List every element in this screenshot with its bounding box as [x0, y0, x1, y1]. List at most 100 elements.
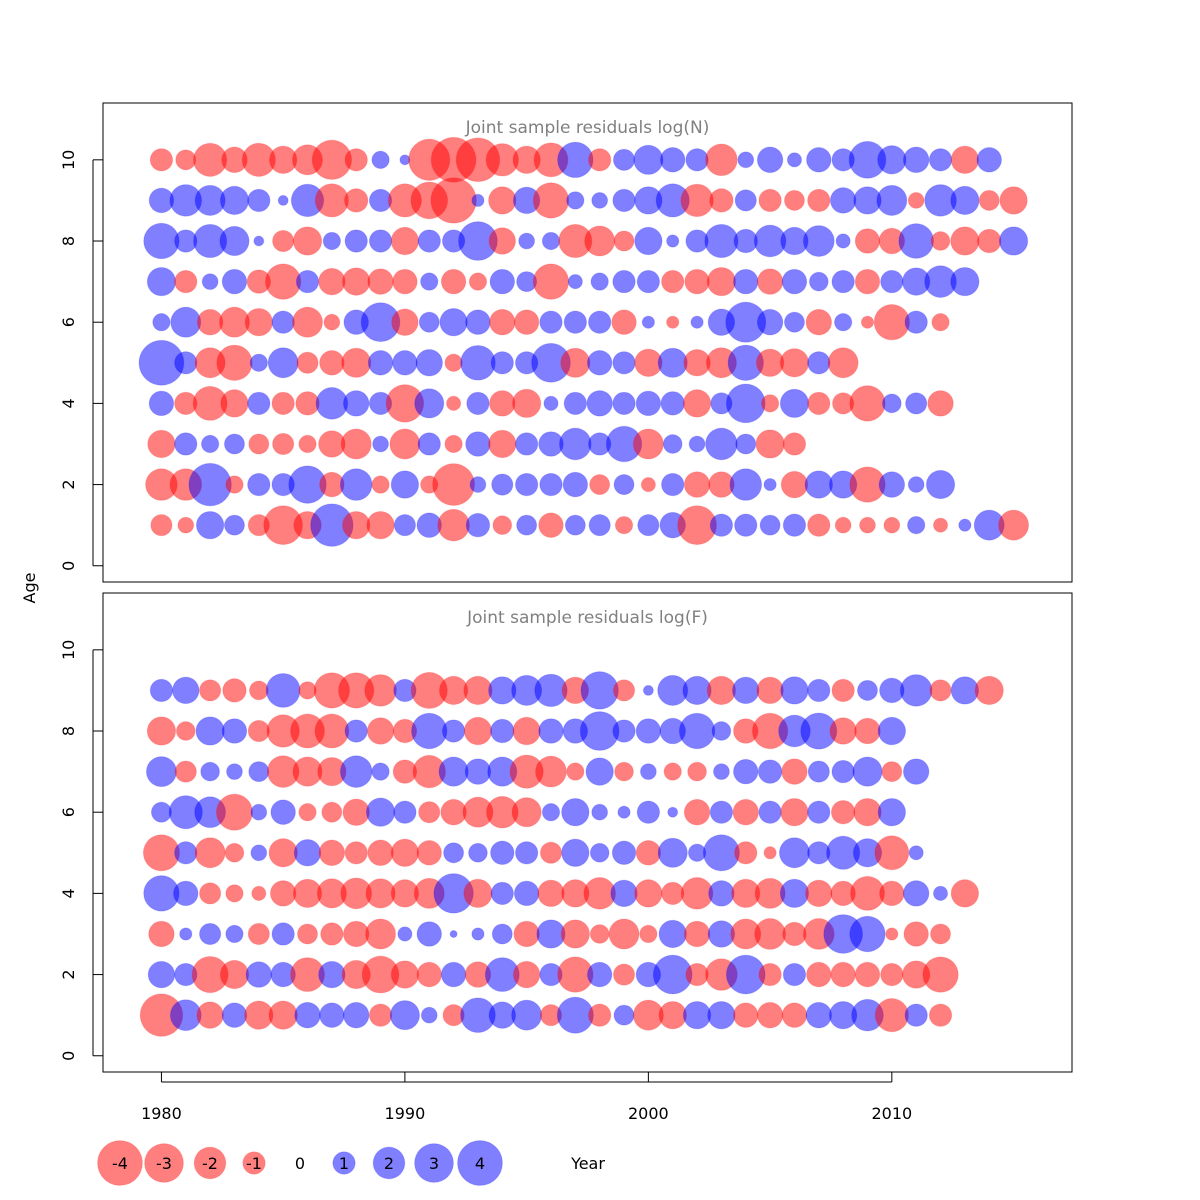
bubble [807, 351, 831, 375]
bubble [446, 395, 462, 411]
bubble [514, 472, 539, 497]
bubble [950, 676, 980, 705]
bubble [460, 344, 496, 381]
bubble [636, 269, 661, 294]
bubble [732, 758, 759, 785]
bubble [702, 834, 740, 872]
bubble [758, 962, 782, 987]
bubble [637, 514, 660, 537]
bubble [541, 803, 561, 822]
bubble [658, 1000, 687, 1030]
bubble [566, 762, 585, 781]
bubble [907, 476, 925, 493]
bubble [390, 960, 420, 989]
bubble [272, 432, 295, 456]
x-tick-label: 1980 [141, 1104, 182, 1123]
bubble [368, 229, 393, 253]
bubble [755, 429, 785, 459]
bubble [416, 961, 443, 988]
bubble [587, 148, 612, 172]
bubble [272, 229, 295, 253]
bubble [707, 1000, 736, 1030]
bubble [928, 1003, 953, 1027]
bubble [757, 759, 783, 784]
bubble [173, 880, 199, 907]
bubble [567, 274, 583, 290]
bubble [195, 510, 225, 540]
y-tick-label: 6 [59, 807, 78, 817]
bubble [902, 880, 930, 907]
bubble [950, 879, 980, 908]
bubble [179, 927, 193, 941]
bubble [437, 508, 470, 542]
bubble [612, 269, 636, 294]
legend-bubble [372, 1146, 406, 1180]
bubble [786, 152, 803, 168]
bubble [391, 308, 419, 336]
bubble [830, 961, 856, 988]
bubble [219, 185, 250, 216]
bubble [539, 310, 563, 334]
x-axis-title: Year [570, 1154, 605, 1173]
bubble [489, 268, 516, 295]
bubble [172, 676, 200, 705]
bubble [224, 842, 245, 863]
bubble [298, 434, 317, 454]
bubble [849, 915, 886, 953]
bubble [339, 755, 373, 788]
bubble [430, 177, 477, 224]
bubble [145, 756, 177, 788]
bubble [854, 268, 881, 295]
bubble [782, 513, 807, 537]
bubble [561, 838, 590, 868]
bubble [874, 835, 910, 871]
bubble [440, 268, 467, 295]
y-tick-label: 8 [59, 726, 78, 736]
bubble [876, 184, 908, 216]
bubble [188, 462, 232, 507]
bubble [371, 150, 390, 170]
bubble [779, 878, 810, 909]
bubble [657, 347, 688, 378]
bubble [950, 266, 980, 297]
bubble [928, 148, 953, 172]
bubble [666, 315, 680, 329]
bubble [639, 763, 657, 781]
bubble [978, 189, 1000, 211]
bubble [827, 347, 859, 379]
bubble [318, 839, 346, 867]
bubble [805, 1001, 833, 1029]
bubble [759, 514, 781, 536]
bubble [344, 229, 368, 253]
bubble [898, 223, 935, 259]
bubble [488, 186, 517, 215]
bubble [269, 880, 297, 907]
bubble [907, 515, 926, 535]
bubble [367, 350, 394, 376]
bubble [860, 315, 875, 329]
bubble [318, 267, 346, 296]
bubble [366, 510, 395, 540]
bubble [660, 391, 685, 416]
y-axis-title: Age [20, 573, 39, 604]
legend-label: 4 [475, 1154, 485, 1173]
y-tick-label: 0 [59, 561, 78, 571]
bubble [411, 712, 448, 750]
bubble [294, 1001, 321, 1029]
bubble [148, 920, 175, 948]
bubble [732, 676, 760, 705]
y-tick-label: 8 [59, 236, 78, 246]
bubble [465, 309, 491, 335]
bubble [663, 762, 682, 781]
bubble [754, 918, 787, 950]
bubble [175, 721, 196, 741]
bubble [685, 962, 709, 987]
bubble [779, 348, 810, 378]
bubble [760, 394, 780, 413]
bubble [518, 232, 536, 250]
bubble [612, 719, 636, 743]
bubble [807, 800, 831, 824]
bubble [342, 390, 370, 417]
bubble [512, 960, 541, 989]
bubble [854, 228, 881, 254]
